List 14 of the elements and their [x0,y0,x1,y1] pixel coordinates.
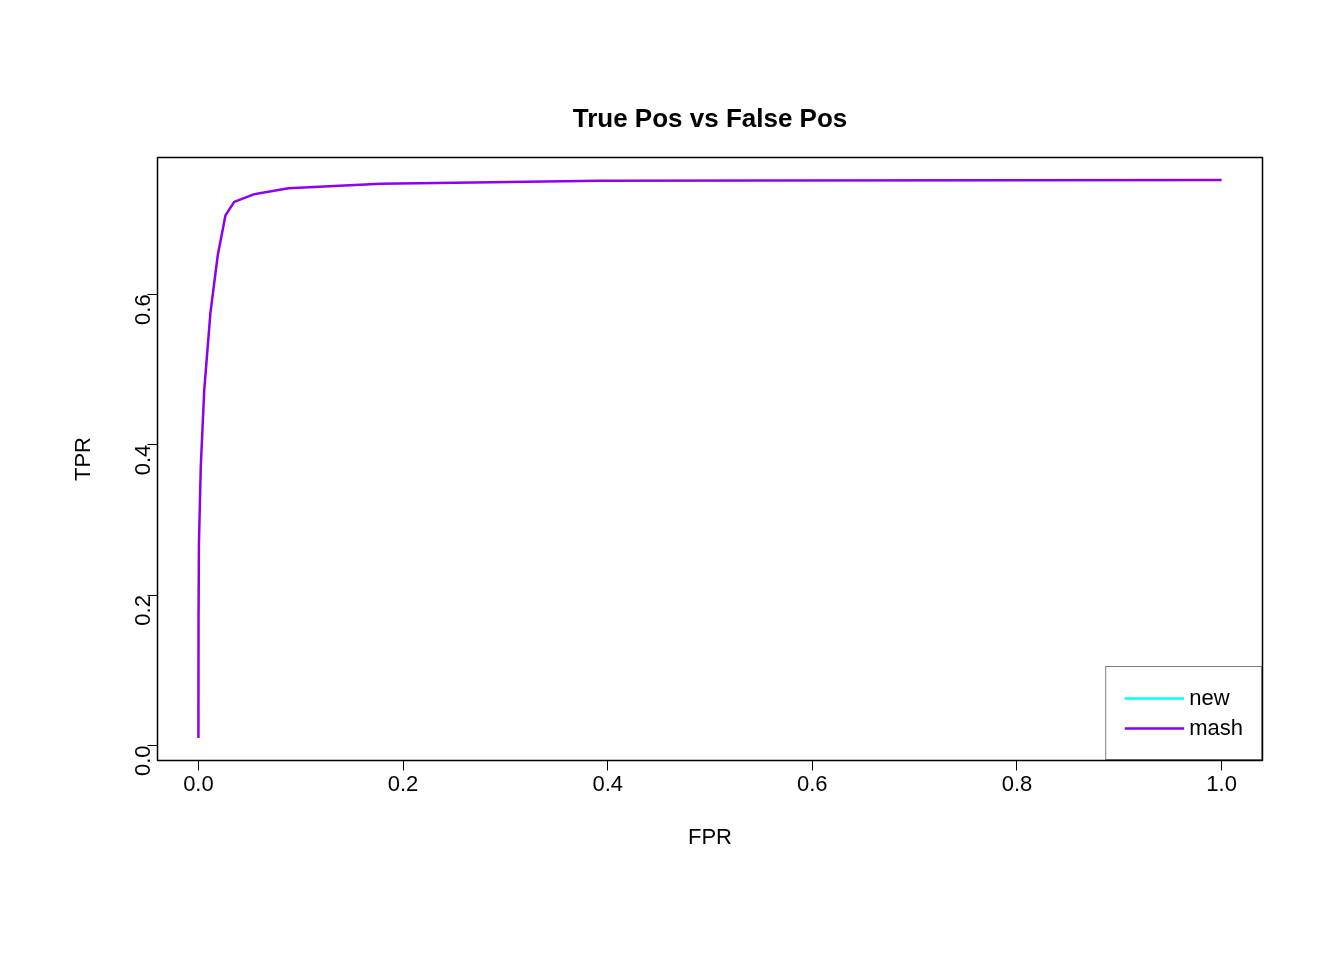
x-tick-label: 0.2 [387,770,419,796]
y-tick-label: 0.2 [130,595,155,626]
chart-title: True Pos vs False Pos [572,102,848,133]
x-axis-title: FPR [688,823,732,849]
x-tick-label: 0.4 [592,770,623,796]
x-tick-label: 0.6 [797,770,828,796]
legend-label: mash [1189,715,1243,741]
legend-label: new [1189,685,1230,711]
y-tick-label: 0.4 [130,444,155,476]
y-axis-title: TPR [69,437,95,481]
x-tick-label: 0.0 [183,770,214,796]
x-tick-label: 0.8 [1001,770,1033,796]
x-tick-label: 1.0 [1206,770,1237,796]
y-tick-label: 0.6 [130,294,155,325]
